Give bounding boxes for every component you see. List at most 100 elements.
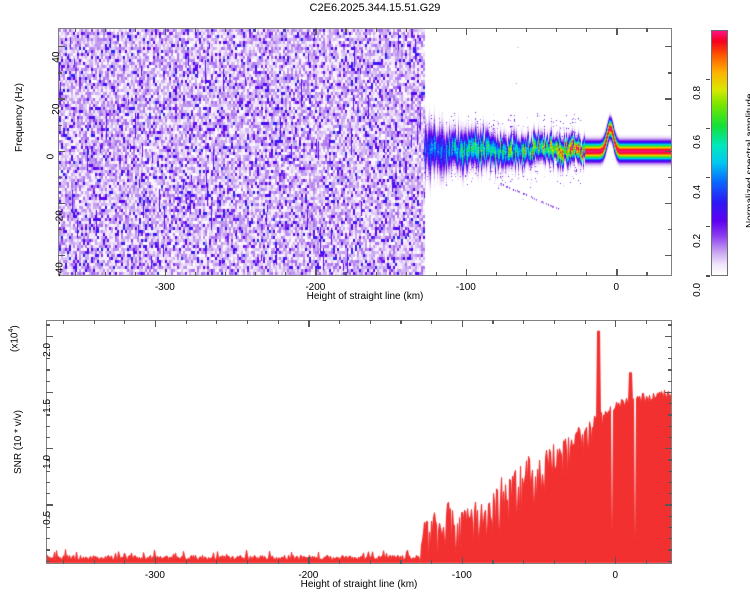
axis-tick-y-minor xyxy=(668,229,672,231)
axis-tick-x-minor xyxy=(154,557,157,564)
axis-tick-x-minor xyxy=(93,320,95,324)
axis-tick-x-minor xyxy=(431,560,433,564)
axis-tick-x-minor xyxy=(400,560,402,564)
axis-tick-x-minor xyxy=(615,557,617,564)
axis-tick-y-minor xyxy=(58,255,65,257)
axis-tick-x-minor xyxy=(523,320,525,324)
axis-tick-x-minor xyxy=(194,28,197,32)
colorbar-label: Normalized spectral amplitude xyxy=(745,93,750,228)
axis-tick-y-minor xyxy=(46,436,50,439)
axis-tick-x-minor xyxy=(615,320,617,327)
axis-tick-y-minor xyxy=(46,549,50,551)
axis-tick-label-x: 0 xyxy=(612,570,618,581)
axis-tick-x-minor xyxy=(523,560,525,564)
axis-tick-x-minor xyxy=(225,272,227,276)
axis-tick-y-minor xyxy=(665,46,672,48)
axis-tick-y-minor xyxy=(46,538,50,540)
axis-tick-x-minor xyxy=(154,320,157,327)
axis-tick-x-minor xyxy=(645,320,648,324)
axis-tick-label-y: 2.0 xyxy=(41,342,53,357)
axis-tick-x-minor xyxy=(134,28,136,32)
axis-tick-y-minor xyxy=(665,150,672,152)
axis-tick-x-minor xyxy=(461,320,463,327)
axis-tick-y-minor xyxy=(665,504,672,506)
snr-exponent-text: (x10 xyxy=(9,332,21,352)
axis-tick-y-minor xyxy=(46,369,50,371)
axis-tick-label-x: -200 xyxy=(305,282,326,293)
axis-tick-x-minor xyxy=(308,557,310,564)
axis-tick-y-minor xyxy=(668,346,672,349)
colorbar-tick xyxy=(706,226,710,228)
axis-tick-y-minor xyxy=(668,324,672,326)
axis-tick-x-minor xyxy=(255,28,257,32)
axis-tick-y-minor xyxy=(46,403,50,405)
axis-tick-x-minor xyxy=(185,560,187,564)
axis-tick-x-minor xyxy=(461,557,463,564)
axis-tick-x-minor xyxy=(104,272,106,276)
colorbar-tick-label: 0.6 xyxy=(691,135,703,150)
axis-tick-x-minor xyxy=(255,272,257,276)
axis-tick-y-minor xyxy=(58,202,65,205)
axis-tick-y-minor xyxy=(668,481,672,484)
axis-tick-x-minor xyxy=(553,560,556,564)
axis-tick-x-minor xyxy=(369,560,371,564)
axis-tick-y-minor xyxy=(668,380,672,382)
axis-tick-label-y: 40 xyxy=(51,51,63,63)
axis-tick-label-y: 0.5 xyxy=(41,511,53,526)
axis-tick-x-minor xyxy=(646,28,648,32)
axis-tick-y-minor xyxy=(668,560,672,562)
axis-tick-x-minor xyxy=(104,28,106,32)
axis-tick-x-minor xyxy=(225,28,227,32)
axis-tick-y-minor xyxy=(46,481,50,484)
axis-tick-x-minor xyxy=(345,28,347,32)
axis-tick-y-minor xyxy=(668,538,672,540)
axis-tick-y-minor xyxy=(668,459,672,461)
axis-tick-x-minor xyxy=(375,272,377,276)
axis-tick-y-minor xyxy=(665,391,672,394)
axis-tick-y-minor xyxy=(58,150,65,152)
axis-tick-y-minor xyxy=(46,414,50,416)
axis-tick-x-minor xyxy=(285,28,287,32)
axis-tick-x-minor xyxy=(285,272,287,276)
colorbar-tick xyxy=(706,275,710,277)
axis-tick-x-minor xyxy=(584,320,586,324)
axis-tick-x-minor xyxy=(526,28,528,32)
axis-tick-label-y: 1.0 xyxy=(41,455,53,470)
axis-tick-label-y: -20 xyxy=(54,210,66,225)
colorbar-tick-label: 0.4 xyxy=(691,184,703,199)
axis-tick-y-minor xyxy=(668,124,672,126)
axis-tick-x-minor xyxy=(339,320,341,324)
axis-tick-y-minor xyxy=(665,448,672,450)
axis-tick-y-minor xyxy=(665,255,672,257)
axis-tick-x-minor xyxy=(584,560,586,564)
axis-tick-x-minor xyxy=(405,272,407,276)
axis-tick-y-minor xyxy=(668,72,672,74)
axis-tick-label-y: 20 xyxy=(51,104,63,116)
axis-tick-y-minor xyxy=(46,504,53,506)
axis-tick-x-minor xyxy=(124,560,126,564)
axis-tick-x-minor xyxy=(62,560,65,564)
axis-tick-y-minor xyxy=(46,493,50,495)
axis-tick-x-minor xyxy=(345,272,347,276)
snr-y-exponent-label: (x104) xyxy=(8,325,20,352)
axis-tick-x-minor xyxy=(315,269,317,276)
axis-tick-x-minor xyxy=(93,560,95,564)
axis-tick-x-minor xyxy=(465,28,468,35)
axis-tick-label-y: -40 xyxy=(54,262,66,277)
axis-tick-label-x: -100 xyxy=(455,282,476,293)
axis-tick-y-minor xyxy=(668,425,672,427)
colorbar-tick-label: 0.0 xyxy=(691,282,703,297)
axis-tick-x-minor xyxy=(74,28,76,32)
axis-tick-y-minor xyxy=(668,470,672,472)
snr-trace xyxy=(47,321,671,563)
spectrogram-plot-area xyxy=(58,28,672,276)
snr-y-axis-label: SNR (10 * v/v) xyxy=(13,410,24,474)
axis-tick-y-minor xyxy=(58,98,65,100)
axis-tick-y-minor xyxy=(668,526,672,529)
spectrogram-y-axis-label: Frequency (Hz) xyxy=(14,83,25,152)
axis-tick-y-minor xyxy=(58,229,62,231)
axis-tick-x-minor xyxy=(435,28,437,32)
axis-tick-y-minor xyxy=(46,459,50,461)
axis-tick-y-minor xyxy=(668,176,672,178)
